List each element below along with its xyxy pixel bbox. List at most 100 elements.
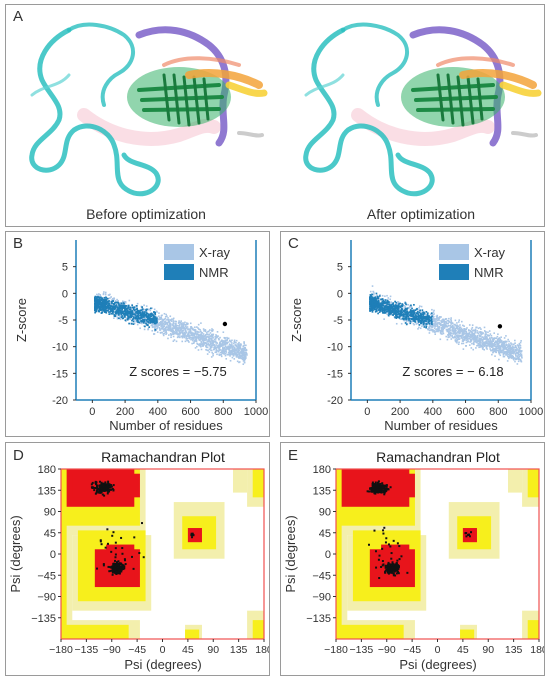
nmr-point (425, 315, 428, 318)
xray-point (199, 334, 202, 337)
xray-point (416, 319, 419, 322)
xray-point (436, 317, 439, 320)
nmr-point (369, 298, 371, 301)
xray-point (486, 336, 488, 339)
xray-point (190, 332, 193, 335)
xray-point (379, 301, 381, 304)
nmr-point (381, 298, 384, 300)
nmr-point (122, 317, 125, 319)
nmr-point (149, 322, 152, 324)
xray-point (472, 332, 474, 335)
xray-point (167, 337, 169, 340)
xray-point (239, 343, 241, 345)
xray-point (440, 326, 443, 329)
xray-point (201, 332, 204, 334)
nmr-point (387, 301, 390, 303)
xray-point (451, 322, 454, 324)
nmr-point (142, 319, 144, 321)
residue-point (117, 560, 120, 563)
xray-point (209, 332, 212, 334)
xray-point (233, 339, 236, 342)
nmr-point (373, 306, 376, 308)
xray-point (371, 285, 374, 287)
nmr-point (136, 307, 138, 310)
x-tick-label: −180 (49, 644, 73, 656)
xray-point (434, 324, 436, 327)
xray-point (472, 336, 475, 339)
xray-point (487, 340, 489, 343)
residue-point (109, 488, 112, 491)
xray-point (512, 352, 515, 355)
xray-point (147, 309, 149, 311)
xray-point (178, 331, 181, 334)
xray-point (220, 345, 222, 348)
xray-point (457, 328, 459, 330)
nmr-point (392, 303, 394, 306)
xray-point (172, 322, 175, 325)
nmr-point (389, 313, 392, 315)
generous-region (232, 469, 248, 493)
xray-point (231, 347, 234, 349)
xray-point (158, 318, 160, 321)
xray-point (389, 313, 392, 316)
nmr-point (396, 315, 399, 318)
nmr-point (406, 310, 408, 313)
xray-point (450, 332, 453, 335)
nmr-point (375, 305, 378, 308)
xray-point (474, 336, 477, 339)
xray-point (153, 333, 156, 335)
xray-point (139, 322, 142, 324)
xray-point (119, 302, 122, 305)
residue-point (121, 565, 124, 568)
nmr-point (427, 315, 429, 318)
xray-point (445, 323, 447, 325)
nmr-point (409, 322, 412, 325)
nmr-point (118, 304, 120, 307)
xray-point (183, 335, 186, 338)
nmr-point (424, 315, 426, 318)
nmr-point (392, 310, 395, 312)
xray-point (512, 348, 514, 351)
xray-point (501, 344, 504, 347)
xray-point (503, 341, 506, 344)
xray-point (479, 344, 482, 347)
nmr-point (377, 304, 379, 306)
nmr-point (156, 321, 158, 324)
xray-point (490, 341, 493, 343)
xray-point (211, 342, 213, 345)
nmr-point (148, 319, 151, 322)
nmr-point (100, 312, 103, 314)
xray-point (223, 340, 225, 343)
nmr-point (103, 305, 106, 307)
nmr-points (94, 295, 158, 331)
xray-point (176, 336, 179, 339)
nmr-point (426, 313, 429, 316)
panel-d: D 180 135 90 45 0 −45 −90 −135 −180 −135 −90 −45 0 45… (5, 442, 270, 676)
xray-point (463, 331, 466, 333)
nmr-point (137, 316, 140, 318)
xray-point (498, 346, 501, 349)
residue-point (112, 489, 115, 492)
nmr-point (124, 312, 126, 315)
xray-point (156, 316, 158, 318)
xray-point (520, 340, 522, 342)
xray-point (495, 337, 497, 339)
xray-point (129, 307, 132, 310)
nmr-point (129, 311, 131, 314)
xray-point (518, 348, 521, 350)
nmr-point (100, 299, 103, 302)
legend-label: X-ray (199, 245, 231, 260)
xray-point (435, 330, 437, 333)
residue-point (104, 546, 107, 549)
xray-point (245, 353, 248, 355)
xray-point (203, 338, 205, 340)
nmr-point (421, 317, 424, 320)
nmr-point (390, 309, 393, 312)
xray-point (472, 334, 474, 336)
xray-point (502, 355, 505, 358)
xray-point (220, 340, 222, 343)
residue-point (101, 484, 104, 487)
xray-point (460, 327, 463, 330)
xray-point (475, 347, 477, 349)
